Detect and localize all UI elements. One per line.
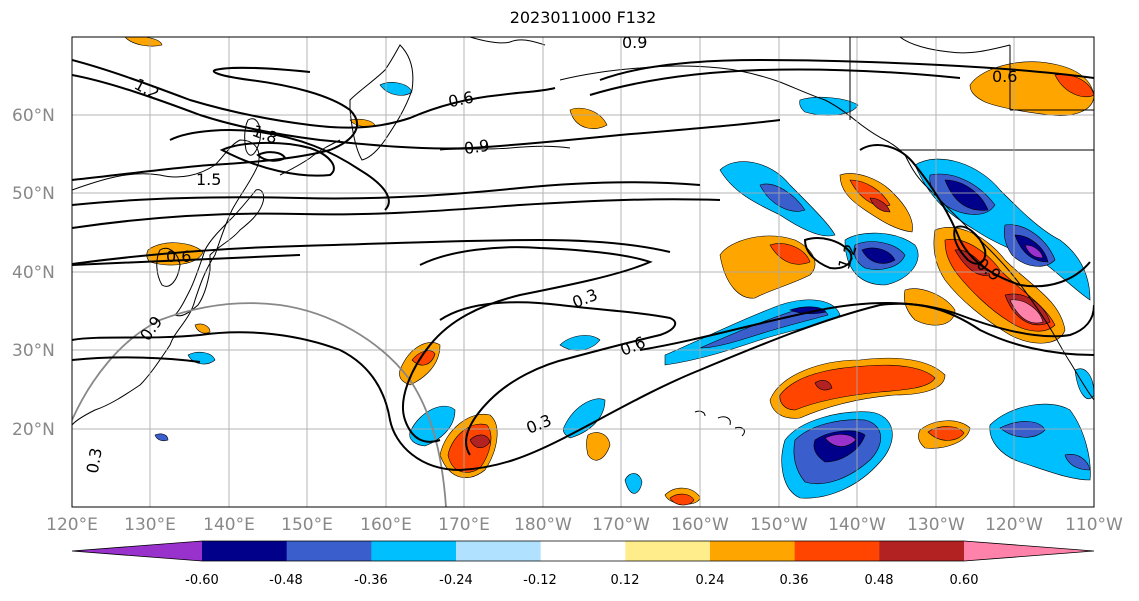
colorbar-tick-labels: -0.60 -0.48 -0.36 -0.24 -0.12 0.12 0.24 … [185,573,978,588]
colorbar-swatch [710,541,796,561]
colorbar-tick-label: -0.36 [354,573,388,588]
lon-label: 130°E [124,515,176,535]
lon-label: 130°W [907,515,965,535]
lon-label: 120°W [985,515,1043,535]
colorbar [71,540,1095,562]
lat-label-60n: 60°N [12,106,55,126]
colorbar-swatch [202,541,288,561]
colorbar-tick-label: -0.48 [269,573,303,588]
colorbar-tick-label: -0.24 [439,573,473,588]
contour-label: 0.3 [83,446,106,474]
colorbar-tick-label: 0.60 [950,573,979,588]
graticule [72,37,1094,507]
contour-label: 0.6 [447,87,476,111]
colorbar-tick-label: 0.36 [780,573,809,588]
longitude-labels: 120°E 130°E 140°E 150°E 160°E 170°E 180°… [46,515,1123,535]
colorbar-swatch [371,541,457,561]
colorbar-swatch [286,541,372,561]
lon-label: 110°W [1065,515,1123,535]
lon-label: 160°W [671,515,729,535]
colorbar-swatch [964,541,1094,561]
colorbar-swatch [794,541,880,561]
contour-label: 0.6 [166,247,191,266]
range-ring [72,302,447,507]
lon-label: 120°E [46,515,98,535]
colorbar-tick-label: 0.48 [865,573,894,588]
lon-label: 160°E [360,515,412,535]
lat-label-50n: 50°N [12,184,55,204]
latitude-labels: 60°N 50°N 40°N 30°N 20°N [12,106,55,440]
colorbar-tick-label: -0.12 [523,573,557,588]
colorbar-tick-label: 0.12 [611,573,640,588]
colorbar-tick-label: 0.24 [696,573,725,588]
lon-label: 150°E [281,515,333,535]
contour-label: 0.9 [622,33,647,52]
lon-label: 140°W [828,515,886,535]
map-title: 2023011000 F132 [509,8,657,27]
lat-label-20n: 20°N [12,420,55,440]
anomaly-fill [124,37,1094,506]
colorbar-swatch [456,541,542,561]
colorbar-tick-label: -0.60 [185,573,219,588]
lon-label: 140°E [203,515,255,535]
lat-label-40n: 40°N [12,263,55,283]
lon-label: 180°W [514,515,572,535]
contour-lines [72,58,1094,472]
map-frame [71,36,1095,508]
colorbar-outline [71,540,1095,562]
lon-label: 150°W [750,515,808,535]
colorbar-swatch [72,541,202,561]
contour-label: 0.9 [463,136,491,158]
lon-label: 170°E [438,515,490,535]
lon-label: 170°W [592,515,650,535]
colorbar-swatch [879,541,965,561]
coastlines [72,37,1094,437]
colorbar-swatch [625,541,711,561]
contour-label: 1.5 [196,170,221,189]
contour-label: 0.6 [992,67,1017,86]
lat-label-30n: 30°N [12,341,55,361]
colorbar-swatch [540,541,626,561]
